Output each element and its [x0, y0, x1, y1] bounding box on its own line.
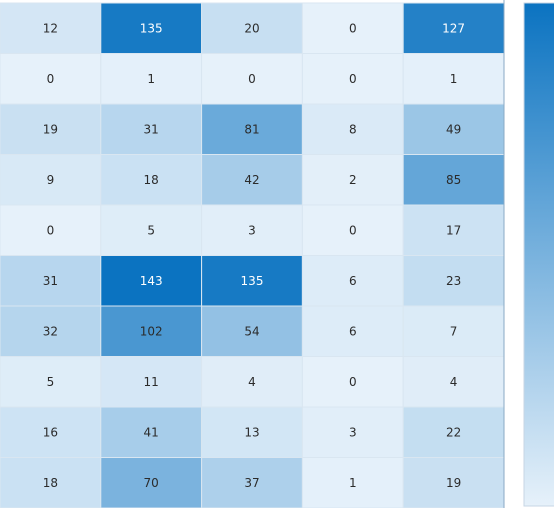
heatmap-cell-label: 11: [144, 375, 159, 389]
heatmap-cell: [201, 154, 303, 206]
heatmap-cell-label: 4: [248, 375, 256, 389]
heatmap-cell-label: 18: [144, 173, 159, 187]
heatmap-cell-label: 0: [47, 72, 55, 86]
heatmap-cell-label: 81: [244, 122, 259, 136]
heatmap-cell-label: 19: [446, 476, 461, 490]
heatmap-cell: [100, 103, 203, 155]
heatmap-cell-label: 1: [147, 72, 155, 86]
heatmap-cell: [201, 2, 303, 54]
heatmap-cell-label: 5: [47, 375, 55, 389]
heatmap-cell-label: 17: [446, 223, 461, 237]
heatmap-cell-label: 135: [140, 21, 163, 35]
heatmap-cell-label: 143: [140, 274, 163, 288]
heatmap-cell-label: 12: [43, 21, 58, 35]
heatmap-cell: [402, 356, 505, 408]
heatmap-cell: [201, 356, 303, 408]
heatmap-cell-label: 31: [43, 274, 58, 288]
heatmap-cell: [301, 457, 404, 508]
heatmap-cell-label: 127: [442, 21, 465, 35]
heatmap-cell: [0, 53, 102, 105]
heatmap-cell: [201, 406, 303, 458]
heatmap-cell-label: 9: [47, 173, 55, 187]
heatmap-cell: [201, 103, 303, 155]
heatmap-cell: [402, 255, 505, 307]
heatmap-cell-label: 85: [446, 173, 461, 187]
heatmap-cell: [201, 204, 303, 256]
heatmap-cell-label: 0: [349, 223, 357, 237]
heatmap-cell-label: 20: [244, 21, 259, 35]
heatmap-cell-label: 0: [349, 72, 357, 86]
heatmap-cell-label: 31: [144, 122, 159, 136]
heatmap-cell-label: 19: [43, 122, 58, 136]
heatmap-cell-label: 0: [349, 21, 357, 35]
heatmap-cell: [100, 53, 203, 105]
heatmap-cell-label: 54: [244, 324, 259, 338]
heatmap-cell: [0, 103, 102, 155]
heatmap-cell: [100, 204, 203, 256]
heatmap-cell-label: 16: [43, 425, 58, 439]
heatmap-cell: [402, 103, 505, 155]
heatmap-cell-label: 0: [248, 72, 256, 86]
heatmap-cell-label: 42: [244, 173, 259, 187]
heatmap-cell: [301, 2, 404, 54]
heatmap-cell: [402, 305, 505, 357]
heatmap-cell-label: 18: [43, 476, 58, 490]
heatmap-cell: [0, 204, 102, 256]
heatmap-cell-label: 5: [147, 223, 155, 237]
heatmap-cell-label: 0: [47, 223, 55, 237]
heatmap-cell: [301, 255, 404, 307]
colorbar: [523, 2, 554, 507]
heatmap-cell-label: 3: [349, 425, 357, 439]
heatmap-cell: [0, 305, 102, 357]
heatmap-cell-label: 102: [140, 324, 163, 338]
heatmap-cell: [301, 103, 404, 155]
heatmap-cell: [402, 406, 505, 458]
heatmap-cell-label: 8: [349, 122, 357, 136]
heatmap-cell-label: 6: [349, 274, 357, 288]
heatmap-cell-label: 135: [241, 274, 264, 288]
heatmap-cell-label: 6: [349, 324, 357, 338]
heatmap-cell-label: 32: [43, 324, 58, 338]
heatmap-cell: [100, 406, 203, 458]
heatmap-cell: [301, 154, 404, 206]
heatmap-cells: [0, 2, 505, 508]
heatmap-cell-label: 1: [349, 476, 357, 490]
heatmap-cell-label: 13: [244, 425, 259, 439]
heatmap-cell-label: 23: [446, 274, 461, 288]
heatmap-cell: [201, 53, 303, 105]
heatmap-cell-label: 3: [248, 223, 256, 237]
heatmap-cell: [201, 457, 303, 508]
heatmap-cell-label: 0: [349, 375, 357, 389]
heatmap-cell: [0, 457, 102, 508]
heatmap-cell: [301, 53, 404, 105]
heatmap-cell-label: 22: [446, 425, 461, 439]
heatmap-cell-label: 4: [450, 375, 458, 389]
heatmap-cell-label: 49: [446, 122, 461, 136]
heatmap-cell: [100, 356, 203, 408]
heatmap-cell: [100, 457, 203, 508]
heatmap-cell-label: 41: [144, 425, 159, 439]
heatmap-cell: [0, 356, 102, 408]
heatmap-cell-label: 2: [349, 173, 357, 187]
heatmap-cell-label: 70: [144, 476, 159, 490]
heatmap-cell-label: 37: [244, 476, 259, 490]
heatmap-cell: [201, 255, 303, 307]
heatmap-cell-label: 1: [450, 72, 458, 86]
heatmap-cell: [0, 2, 102, 54]
heatmap-cell: [402, 2, 505, 54]
heatmap-cell-label: 7: [450, 324, 458, 338]
heatmap-cell: [100, 255, 203, 307]
